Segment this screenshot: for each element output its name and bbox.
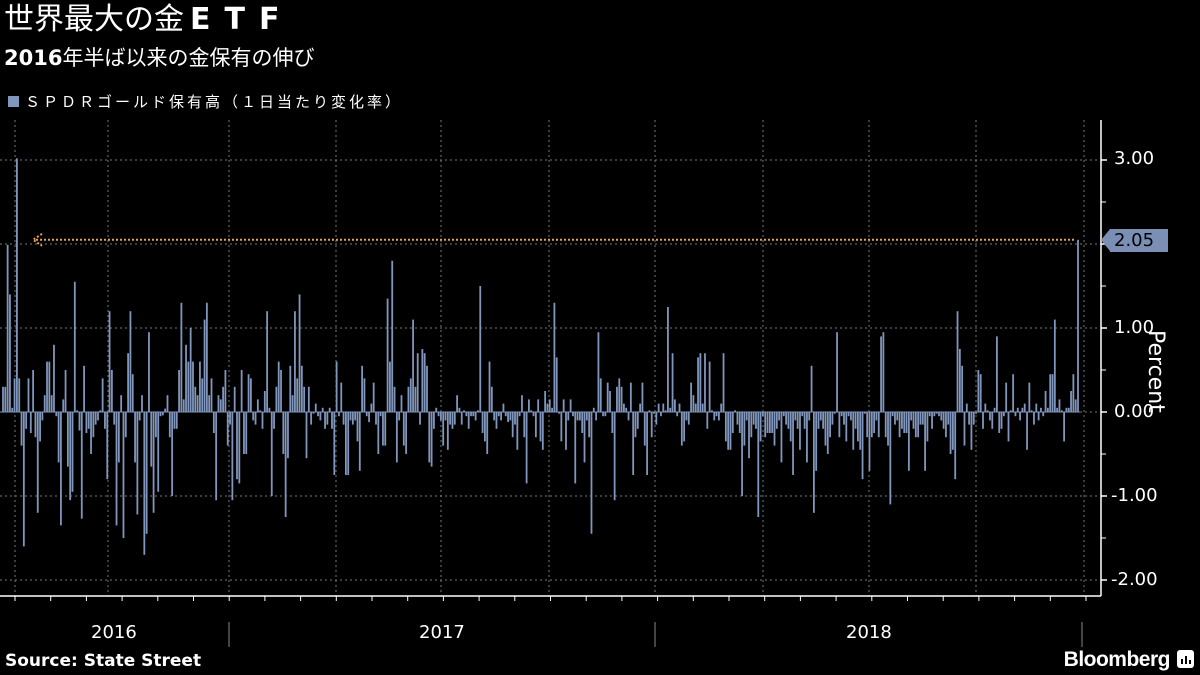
year-label-2016: 2016 xyxy=(91,622,137,643)
latest-value-callout: 2.05 xyxy=(1101,229,1168,252)
ytick-label: 3.00 xyxy=(1114,148,1155,169)
legend-label: ＳＰＤＲゴールド保有高（１日当たり変化率） xyxy=(25,93,404,111)
legend-swatch xyxy=(8,95,19,107)
chart-title: 世界最大の金 ETF xyxy=(4,2,294,37)
year-label-2017: 2017 xyxy=(419,622,465,643)
year-label-2018: 2018 xyxy=(846,622,892,643)
bloomberg-logo: Bloomberg xyxy=(1063,648,1171,671)
ytick-label: 1.00 xyxy=(1114,317,1155,338)
legend: ＳＰＤＲゴールド保有高（１日当たり変化率） xyxy=(8,92,403,112)
y-axis-label: Percent xyxy=(1143,330,1168,413)
ytick-label: -2.00 xyxy=(1111,569,1158,590)
ytick-label: 0.00 xyxy=(1114,401,1155,422)
chart-subtitle: 2016年半ば以来の金保有の伸び xyxy=(4,46,315,70)
ytick-label: -1.00 xyxy=(1111,485,1158,506)
source-note: Source: State Street xyxy=(5,651,202,671)
bloomberg-chart-icon xyxy=(1177,650,1194,668)
